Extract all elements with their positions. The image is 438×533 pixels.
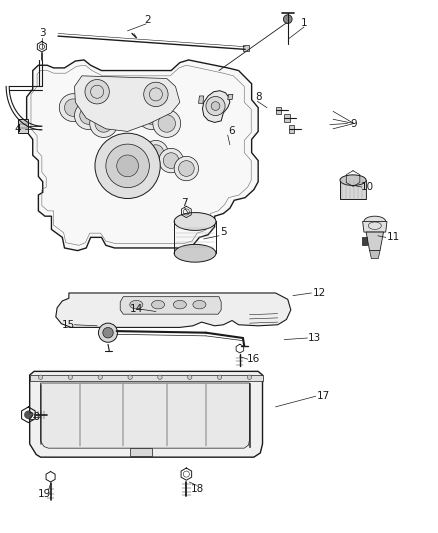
Polygon shape bbox=[363, 222, 387, 232]
Circle shape bbox=[25, 411, 32, 419]
Text: 7: 7 bbox=[181, 198, 187, 208]
Circle shape bbox=[158, 115, 176, 132]
Text: 18: 18 bbox=[191, 484, 204, 494]
Polygon shape bbox=[41, 383, 250, 448]
Text: 11: 11 bbox=[386, 232, 400, 243]
Polygon shape bbox=[228, 94, 233, 100]
Text: 14: 14 bbox=[130, 304, 143, 314]
Polygon shape bbox=[243, 45, 249, 52]
Polygon shape bbox=[284, 115, 290, 122]
Polygon shape bbox=[130, 448, 152, 456]
Circle shape bbox=[99, 323, 117, 342]
Text: 1: 1 bbox=[300, 18, 307, 28]
Text: 5: 5 bbox=[220, 227, 226, 237]
Circle shape bbox=[117, 155, 138, 177]
Circle shape bbox=[106, 144, 149, 188]
Ellipse shape bbox=[173, 301, 186, 309]
Text: 8: 8 bbox=[255, 92, 261, 102]
Polygon shape bbox=[74, 76, 180, 132]
Ellipse shape bbox=[340, 175, 366, 185]
Circle shape bbox=[90, 110, 117, 138]
Circle shape bbox=[206, 96, 225, 116]
Text: 13: 13 bbox=[308, 333, 321, 343]
Circle shape bbox=[179, 160, 194, 176]
Circle shape bbox=[217, 375, 222, 379]
Ellipse shape bbox=[174, 213, 216, 230]
Polygon shape bbox=[340, 180, 366, 199]
Ellipse shape bbox=[193, 301, 206, 309]
Text: 12: 12 bbox=[312, 288, 326, 298]
Polygon shape bbox=[120, 297, 221, 314]
Text: 9: 9 bbox=[350, 118, 357, 128]
Polygon shape bbox=[56, 293, 291, 327]
Circle shape bbox=[95, 133, 160, 198]
Ellipse shape bbox=[130, 301, 143, 309]
Ellipse shape bbox=[174, 244, 216, 262]
Circle shape bbox=[68, 375, 73, 379]
Circle shape bbox=[163, 153, 179, 168]
Text: 19: 19 bbox=[38, 489, 52, 499]
Circle shape bbox=[138, 102, 166, 130]
Polygon shape bbox=[30, 375, 262, 382]
Ellipse shape bbox=[152, 301, 165, 309]
Circle shape bbox=[95, 115, 113, 132]
Text: 3: 3 bbox=[39, 28, 46, 38]
Circle shape bbox=[143, 107, 160, 124]
Circle shape bbox=[144, 141, 168, 165]
Text: 16: 16 bbox=[247, 354, 261, 364]
Text: 4: 4 bbox=[14, 124, 21, 134]
Polygon shape bbox=[18, 119, 28, 133]
Circle shape bbox=[144, 82, 168, 107]
Polygon shape bbox=[362, 237, 367, 245]
Text: 2: 2 bbox=[144, 15, 151, 25]
Polygon shape bbox=[27, 60, 258, 251]
Circle shape bbox=[122, 94, 150, 122]
Circle shape bbox=[128, 375, 132, 379]
Polygon shape bbox=[198, 96, 204, 103]
Circle shape bbox=[59, 94, 87, 122]
Polygon shape bbox=[366, 232, 384, 251]
Polygon shape bbox=[289, 125, 294, 133]
Polygon shape bbox=[202, 91, 230, 123]
Circle shape bbox=[159, 148, 184, 173]
Circle shape bbox=[85, 79, 110, 104]
Circle shape bbox=[80, 107, 97, 124]
Polygon shape bbox=[276, 107, 281, 114]
Circle shape bbox=[148, 145, 164, 160]
Text: 20: 20 bbox=[28, 413, 41, 423]
Circle shape bbox=[247, 375, 252, 379]
Circle shape bbox=[103, 327, 113, 338]
Polygon shape bbox=[370, 251, 380, 259]
Circle shape bbox=[174, 156, 198, 181]
Text: 10: 10 bbox=[360, 182, 374, 192]
Circle shape bbox=[127, 99, 145, 116]
Circle shape bbox=[158, 375, 162, 379]
Text: 15: 15 bbox=[62, 320, 75, 330]
Circle shape bbox=[211, 102, 220, 110]
Circle shape bbox=[64, 99, 82, 116]
Polygon shape bbox=[30, 372, 262, 457]
Circle shape bbox=[153, 110, 181, 138]
Circle shape bbox=[98, 375, 102, 379]
Ellipse shape bbox=[364, 216, 386, 227]
Circle shape bbox=[39, 375, 43, 379]
Circle shape bbox=[74, 102, 102, 130]
Circle shape bbox=[187, 375, 192, 379]
Circle shape bbox=[283, 15, 292, 23]
Text: 6: 6 bbox=[229, 126, 235, 136]
Text: 17: 17 bbox=[317, 391, 330, 401]
